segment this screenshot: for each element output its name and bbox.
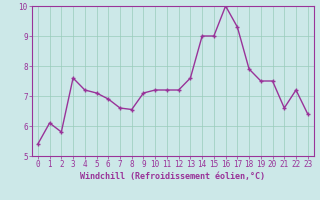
X-axis label: Windchill (Refroidissement éolien,°C): Windchill (Refroidissement éolien,°C): [80, 172, 265, 181]
